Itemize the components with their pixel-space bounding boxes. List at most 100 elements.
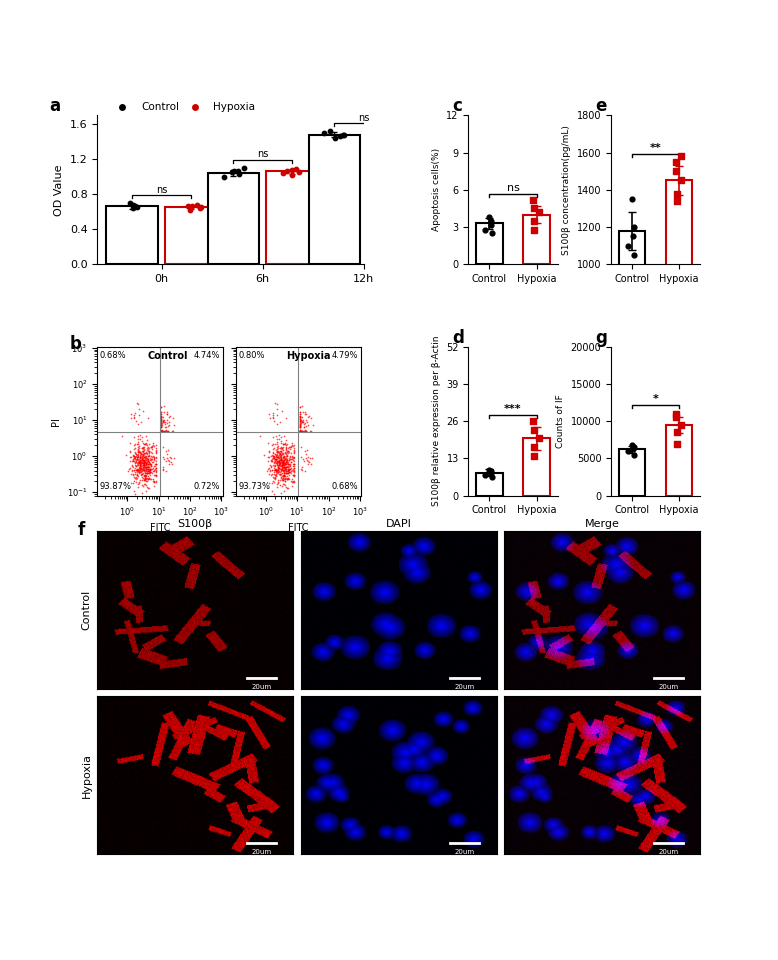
Point — [135, 472, 148, 488]
Point — [268, 452, 281, 468]
Point — [157, 414, 170, 429]
Point — [273, 445, 286, 461]
Point — [267, 405, 279, 420]
Point — [167, 450, 180, 466]
Point — [138, 448, 151, 464]
Point — [149, 460, 162, 475]
Point — [142, 448, 155, 464]
Point — [131, 479, 144, 494]
Point — [138, 454, 151, 469]
Point — [131, 451, 143, 467]
Point — [273, 460, 286, 475]
Point — [387, 135, 400, 151]
Point — [135, 451, 148, 467]
Point — [156, 413, 169, 428]
Point — [158, 423, 170, 439]
Point — [163, 457, 175, 472]
Point — [134, 454, 146, 469]
Point — [295, 449, 307, 465]
Point — [143, 444, 156, 459]
Point — [128, 409, 141, 424]
Point — [131, 448, 144, 464]
Point — [128, 448, 140, 464]
Point — [138, 468, 151, 484]
Point — [155, 408, 167, 423]
Point — [266, 429, 279, 444]
Point — [134, 450, 146, 466]
Point — [269, 396, 282, 411]
Point — [139, 436, 152, 451]
Point — [268, 456, 280, 471]
Point — [282, 444, 294, 459]
Point — [140, 461, 152, 476]
Point — [160, 423, 173, 439]
Point — [163, 449, 176, 465]
Point — [159, 415, 171, 430]
Point — [136, 464, 149, 479]
Point — [293, 413, 306, 428]
Y-axis label: Control: Control — [82, 590, 92, 631]
Point — [149, 440, 162, 455]
Point — [145, 457, 157, 472]
Point — [300, 423, 313, 439]
Point — [133, 462, 145, 477]
Point — [131, 464, 144, 479]
Point — [286, 449, 299, 465]
Point — [275, 444, 288, 460]
Point — [275, 450, 287, 466]
Point — [131, 467, 144, 482]
Text: *: * — [653, 394, 658, 404]
Point — [144, 461, 156, 476]
Point — [149, 450, 162, 466]
Point — [139, 460, 152, 475]
Point — [302, 449, 314, 465]
Point — [124, 475, 137, 491]
Point — [144, 471, 156, 487]
Point — [155, 423, 167, 439]
Point — [285, 445, 297, 461]
Point — [299, 404, 311, 420]
Point — [155, 410, 167, 425]
Point — [145, 439, 158, 454]
Point — [272, 444, 285, 460]
Point — [163, 415, 175, 430]
Point — [129, 486, 142, 501]
Point — [135, 448, 148, 464]
Y-axis label: S100β concentration(pg/mL): S100β concentration(pg/mL) — [562, 125, 571, 254]
Point — [140, 437, 152, 452]
Point — [155, 410, 167, 425]
Point — [161, 419, 173, 434]
Point — [135, 477, 148, 492]
Point — [133, 444, 145, 460]
Point — [123, 462, 135, 477]
Point — [131, 453, 144, 468]
Point — [149, 443, 162, 458]
Point — [148, 449, 160, 465]
Point — [272, 462, 285, 477]
Point — [149, 453, 162, 468]
Bar — [208, 173, 259, 264]
Point — [279, 433, 292, 448]
Point — [266, 448, 279, 464]
Point — [149, 474, 162, 490]
Point — [162, 443, 174, 458]
Point — [133, 438, 145, 453]
Point — [265, 467, 278, 482]
Point — [265, 452, 278, 468]
Point — [527, 414, 539, 429]
Title: S100β: S100β — [177, 518, 212, 529]
Point — [166, 456, 179, 471]
Point — [626, 438, 638, 453]
Point — [267, 410, 279, 425]
Point — [287, 452, 300, 468]
Point — [276, 464, 289, 479]
Point — [267, 444, 279, 460]
Point — [269, 470, 282, 486]
Point — [133, 465, 145, 480]
Text: 20um: 20um — [251, 684, 272, 690]
Point — [129, 198, 142, 213]
Point — [142, 462, 154, 477]
Point — [276, 471, 289, 487]
Point — [267, 436, 279, 451]
Text: Control: Control — [147, 351, 187, 361]
